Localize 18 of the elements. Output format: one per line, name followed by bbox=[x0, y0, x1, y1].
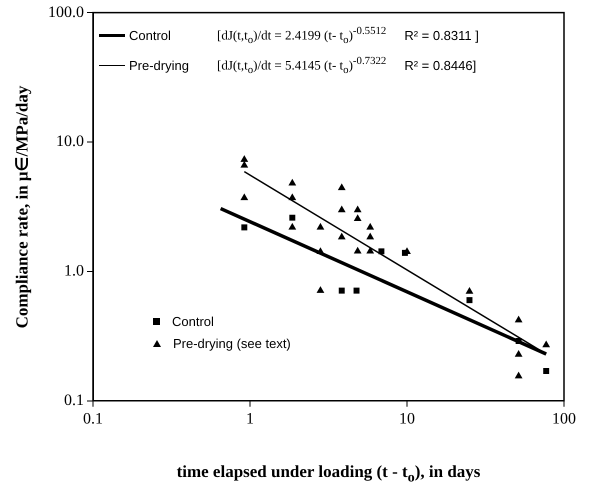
y-axis-title: Compliance rate, in μ∈/MPa/day bbox=[12, 85, 32, 328]
legend-label: Control bbox=[129, 28, 172, 44]
x-tick-label: 10 bbox=[399, 410, 415, 428]
x-tick-label: 0.1 bbox=[83, 410, 103, 428]
annotation: R² = 0.8311 ] bbox=[404, 28, 479, 44]
legend-label: Pre-drying bbox=[129, 58, 190, 74]
x-axis-title: time elapsed under loading (t - t$_{o}$), in days bbox=[176, 462, 480, 486]
y-tick-label: 0.1 bbox=[64, 392, 84, 410]
y-tick-label: 1.0 bbox=[64, 262, 84, 280]
y-tick-label: 100.0 bbox=[48, 4, 84, 21]
legend-label: Pre-drying (see text) bbox=[173, 336, 291, 352]
annotation: [dJ(t,t$_{o}$)/dt = 2.4199 (t- t$_{o}$)$^{-0.5512}$ bbox=[217, 25, 386, 46]
x-tick-label: 1 bbox=[246, 410, 254, 428]
x-tick-label: 100 bbox=[552, 410, 576, 428]
legend-label: Control bbox=[172, 314, 214, 330]
annotation: [dJ(t,t$_{o}$)/dt = 5.4145 (t- t$_{o}$)$^{-0.7322}$ bbox=[217, 55, 386, 76]
annotation: R² = 0.8446] bbox=[404, 58, 476, 74]
y-tick-label: 10.0 bbox=[56, 133, 84, 150]
